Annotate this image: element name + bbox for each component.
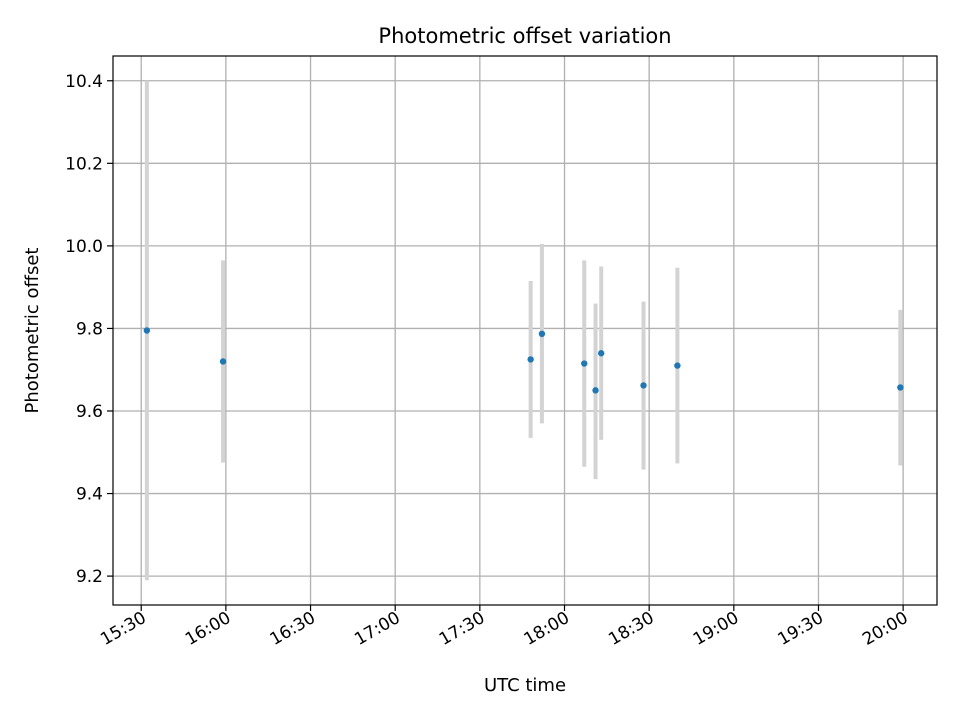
x-tick-label: 19:00	[690, 608, 742, 650]
x-tick-label: 18:00	[521, 608, 573, 650]
data-point	[219, 358, 227, 365]
error-bars	[144, 80, 903, 581]
grid	[113, 56, 937, 605]
data-point	[527, 356, 534, 363]
data-point	[674, 362, 681, 369]
y-axis: 9.2 9.4 9.6 9.8 10.0 10.2 10.4	[65, 72, 113, 587]
y-tick-label: 10.0	[65, 237, 103, 257]
x-tick-label: 18:30	[605, 608, 657, 650]
x-axis: 15:30 16:00 16:30 17:00 17:30 18:00 18:30 19:00…	[97, 605, 912, 650]
data-point	[640, 382, 647, 389]
y-tick-label: 10.4	[65, 72, 103, 92]
y-tick-label: 9.4	[76, 485, 103, 505]
x-tick-label: 16:00	[182, 608, 234, 650]
y-tick-label: 9.2	[76, 567, 103, 587]
y-tick-label: 10.2	[65, 154, 103, 174]
x-tick-label: 15:30	[97, 608, 149, 650]
y-axis-title: Photometric offset	[22, 248, 43, 414]
data-point	[538, 330, 546, 338]
x-tick-label: 17:00	[351, 608, 403, 650]
x-tick-label: 16:30	[267, 608, 319, 650]
x-tick-label: 19:30	[775, 608, 827, 650]
data-point	[597, 350, 605, 357]
x-tick-label: 17:30	[436, 608, 488, 650]
y-tick-label: 9.6	[76, 402, 103, 422]
y-tick-label: 9.8	[76, 319, 103, 339]
chart-title: Photometric offset variation	[378, 24, 671, 48]
data-point	[581, 360, 588, 367]
plot-area-frame	[112, 55, 938, 606]
data-point	[143, 327, 151, 334]
x-tick-label: 20:00	[859, 608, 911, 650]
x-axis-title: UTC time	[484, 675, 566, 696]
data-point	[592, 387, 599, 394]
data-point	[897, 384, 904, 391]
data-points	[143, 327, 904, 394]
